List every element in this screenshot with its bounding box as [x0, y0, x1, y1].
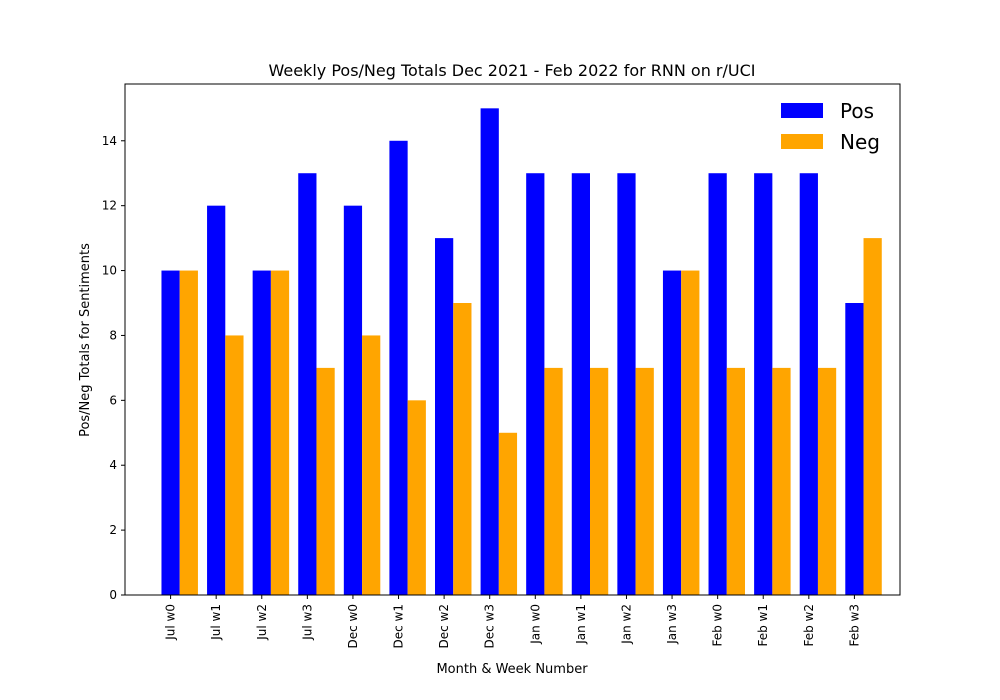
bar-pos-11 — [662, 270, 682, 595]
y-tick-label: 12 — [102, 199, 117, 213]
bars-group — [161, 108, 882, 595]
x-tick-label: Dec w3 — [483, 604, 497, 648]
y-tick-label: 0 — [109, 588, 117, 602]
x-tick-label: Jul w2 — [255, 604, 269, 641]
bar-neg-2 — [270, 270, 290, 595]
bar-neg-5 — [407, 400, 426, 595]
x-tick-label: Jan w3 — [665, 604, 679, 645]
y-axis: 0 2 4 6 8 10 12 14 — [102, 134, 125, 602]
bar-neg-3 — [316, 367, 335, 595]
y-tick-label: 6 — [109, 393, 117, 407]
x-tick-label: Dec w1 — [392, 604, 406, 648]
bar-pos-1 — [207, 205, 226, 595]
bar-pos-14 — [799, 173, 818, 595]
bar-neg-12 — [726, 367, 745, 595]
x-tick-label: Feb w1 — [756, 604, 770, 647]
bar-pos-3 — [298, 173, 317, 595]
y-tick-label: 4 — [109, 458, 117, 472]
bar-pos-2 — [252, 270, 271, 595]
bar-neg-13 — [772, 367, 791, 595]
x-tick-label: Jul w0 — [164, 604, 178, 641]
bar-neg-4 — [362, 335, 381, 595]
x-tick-label: Feb w3 — [847, 604, 861, 647]
x-tick-label: Jan w1 — [574, 604, 588, 645]
x-tick-label: Jul w3 — [300, 604, 314, 641]
bar-pos-9 — [571, 173, 590, 595]
x-tick-label: Dec w2 — [437, 604, 451, 648]
bar-neg-7 — [498, 432, 518, 595]
bar-pos-8 — [526, 173, 545, 595]
bar-neg-9 — [590, 367, 609, 595]
x-axis: Jul w0 Jul w1 Jul w2 Jul w3 Dec w0 Dec w1 Dec … — [164, 595, 861, 648]
x-tick-label: Feb w0 — [711, 604, 725, 647]
bar-pos-10 — [617, 173, 636, 595]
bar-neg-11 — [681, 270, 700, 595]
y-tick-label: 14 — [102, 134, 117, 148]
bar-pos-6 — [435, 238, 454, 595]
y-tick-label: 8 — [109, 328, 117, 342]
bar-pos-0 — [161, 270, 180, 595]
y-axis-label: Pos/Neg Totals for Sentiments — [78, 243, 93, 437]
legend-label-neg: Neg — [840, 130, 880, 154]
x-tick-label: Jan w0 — [528, 604, 542, 645]
y-tick-label: 10 — [102, 264, 117, 278]
chart-title: Weekly Pos/Neg Totals Dec 2021 - Feb 202… — [268, 61, 755, 80]
legend-label-pos: Pos — [840, 99, 874, 123]
legend-swatch-pos — [781, 103, 823, 118]
legend-swatch-neg — [781, 134, 823, 149]
bar-neg-10 — [635, 367, 654, 595]
bar-pos-5 — [389, 140, 408, 595]
x-tick-label: Feb w2 — [802, 604, 816, 647]
x-tick-label: Jan w2 — [619, 604, 633, 645]
bar-neg-1 — [225, 335, 244, 595]
bar-neg-0 — [179, 270, 198, 595]
bar-pos-15 — [845, 303, 864, 595]
bar-neg-15 — [863, 238, 882, 595]
legend: Pos Neg — [781, 99, 880, 154]
x-tick-label: Jul w1 — [209, 604, 223, 641]
bar-pos-4 — [343, 205, 363, 595]
bar-pos-7 — [480, 108, 499, 595]
x-axis-label: Month & Week Number — [436, 662, 588, 677]
x-tick-label: Dec w0 — [346, 604, 360, 648]
plot-frame — [124, 83, 901, 596]
bar-pos-12 — [708, 173, 727, 595]
bar-pos-13 — [754, 173, 773, 595]
bar-neg-14 — [817, 367, 837, 595]
y-tick-label: 2 — [109, 523, 117, 537]
bar-neg-6 — [453, 303, 472, 595]
bar-neg-8 — [544, 367, 563, 595]
